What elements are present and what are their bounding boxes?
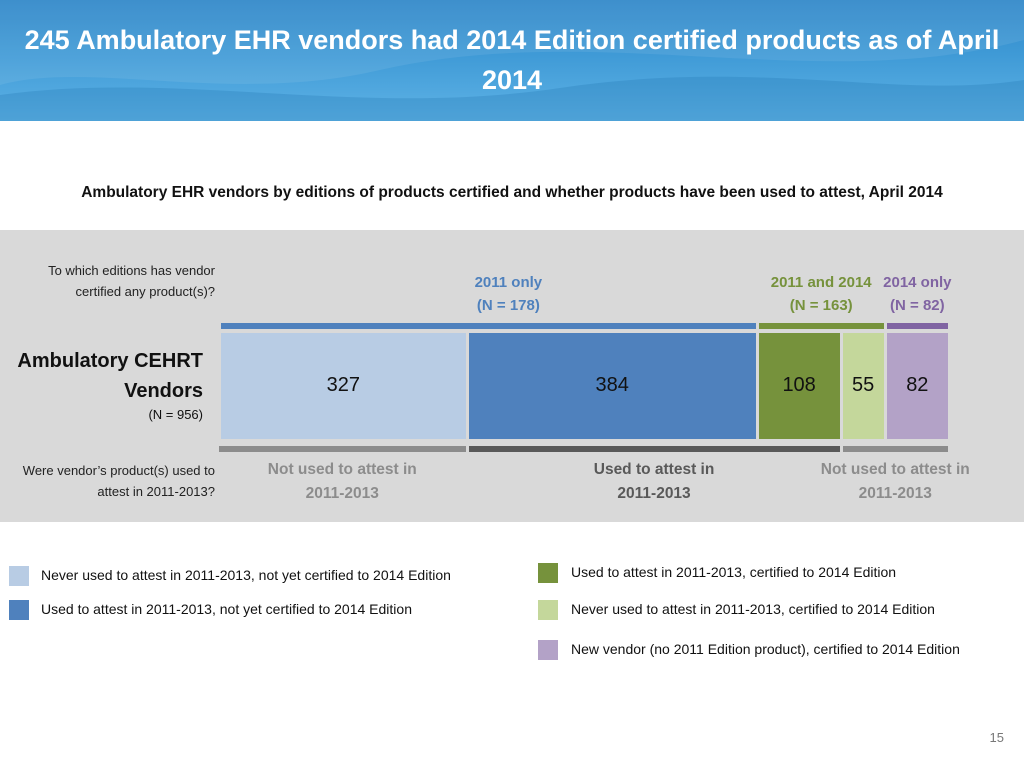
attest-label-line2: 2011-2013 xyxy=(305,485,379,502)
edition-group-label-2: 2011 and 2014 (N = 163) xyxy=(746,271,896,317)
bar-value-label-2: 384 xyxy=(595,374,629,396)
bar-segment-5 xyxy=(886,333,948,439)
bar-segment-2 xyxy=(468,333,756,439)
attest-group-label-3: Not used to attest in 2011-2013 xyxy=(800,458,990,506)
page-title: 245 Ambulatory EHR vendors had 2014 Edit… xyxy=(24,25,1000,95)
edition-group-bar-1 xyxy=(221,323,756,329)
attest-question: Were vendor’s product(s) used to attest … xyxy=(22,463,215,499)
bar-segment-4 xyxy=(842,333,884,439)
edition-group-bar-2 xyxy=(758,323,884,329)
legend-swatch-5 xyxy=(538,640,558,660)
attest-label-line1: Not used to attest in xyxy=(820,461,970,478)
bar-value-label-5: 82 xyxy=(906,374,929,396)
edition-group-n: (N = 82) xyxy=(890,297,945,314)
chart-title: Ambulatory EHR vendors by editions of pr… xyxy=(81,184,943,201)
legend-label-4: Never used to attest in 2011-2013, certi… xyxy=(571,601,935,617)
legend-label-3: Used to attest in 2011-2013, certified t… xyxy=(571,564,897,580)
bar-value-label-1: 327 xyxy=(326,374,360,396)
edition-group-label-3: 2014 only (N = 82) xyxy=(842,271,992,317)
attest-group-label-2: Used to attest in 2011-2013 xyxy=(559,458,749,506)
attest-group-bar-3 xyxy=(842,446,948,452)
attest-group-bar-2 xyxy=(468,446,840,452)
legend-label-1: Never used to attest in 2011-2013, not y… xyxy=(41,567,451,583)
attest-label-line2: 2011-2013 xyxy=(617,485,691,502)
bar-segment-1 xyxy=(221,333,466,439)
edition-group-name: 2014 only xyxy=(883,274,952,291)
attest-label-line1: Used to attest in xyxy=(593,461,715,478)
legend-label-2: Used to attest in 2011-2013, not yet cer… xyxy=(41,601,412,617)
edition-group-name: 2011 and 2014 xyxy=(770,274,872,291)
edition-group-n: (N = 163) xyxy=(789,297,853,314)
attest-label-line2: 2011-2013 xyxy=(858,485,932,502)
row-label: Ambulatory CEHRT Vendors xyxy=(17,350,203,402)
edition-group-bar-3 xyxy=(886,323,948,329)
legend-swatch-3 xyxy=(538,563,558,583)
row-n-label: (N = 956) xyxy=(148,407,203,422)
banner-wave-decoration xyxy=(0,0,1024,121)
bar-value-label-4: 55 xyxy=(851,374,875,396)
attest-group-label-1: Not used to attest in 2011-2013 xyxy=(247,458,437,506)
page-number: 15 xyxy=(989,730,1004,745)
edition-group-label-1: 2011 only (N = 178) xyxy=(433,271,583,317)
legend-label-5: New vendor (no 2011 Edition product), ce… xyxy=(571,641,960,657)
attest-group-bar-1 xyxy=(219,446,466,452)
edition-group-name: 2011 only xyxy=(474,274,543,291)
bar-segment-3 xyxy=(758,333,840,439)
legend-swatch-1 xyxy=(9,566,29,586)
legend-swatch-4 xyxy=(538,600,558,620)
bar-value-label-3: 108 xyxy=(782,374,816,396)
editions-question: To which editions has vendor certified a… xyxy=(48,263,215,299)
attest-label-line1: Not used to attest in xyxy=(267,461,417,478)
title-banner xyxy=(0,0,1024,121)
edition-group-n: (N = 178) xyxy=(476,297,540,314)
legend-swatch-2 xyxy=(9,600,29,620)
